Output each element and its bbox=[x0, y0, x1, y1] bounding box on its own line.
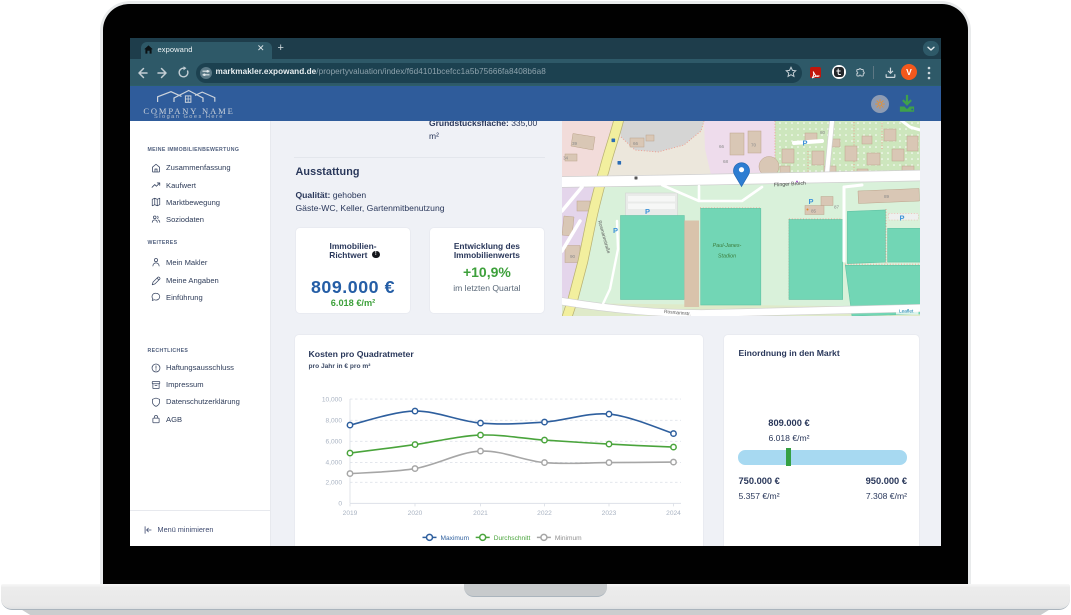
svg-text:Paul-Janes-: Paul-Janes- bbox=[713, 242, 742, 248]
svg-text:4,000: 4,000 bbox=[325, 460, 342, 467]
svg-text:Stadion: Stadion bbox=[718, 253, 736, 259]
svg-text:2024: 2024 bbox=[666, 510, 681, 517]
svg-text:39: 39 bbox=[572, 141, 578, 146]
svg-text:2022: 2022 bbox=[537, 510, 552, 517]
svg-text:66: 66 bbox=[719, 144, 725, 149]
svg-text:10,000: 10,000 bbox=[322, 397, 343, 404]
svg-text:85: 85 bbox=[811, 208, 817, 213]
svg-text:P: P bbox=[802, 138, 807, 147]
svg-text:87: 87 bbox=[834, 204, 840, 209]
svg-text:34: 34 bbox=[563, 155, 569, 160]
svg-text:P: P bbox=[645, 207, 650, 216]
svg-text:P: P bbox=[808, 197, 813, 206]
svg-text:2020: 2020 bbox=[408, 510, 423, 517]
svg-text:P: P bbox=[613, 225, 618, 234]
svg-text:Minimum: Minimum bbox=[555, 535, 582, 542]
svg-text:2023: 2023 bbox=[602, 510, 617, 517]
svg-text:Leaflet: Leaflet bbox=[899, 308, 914, 314]
svg-text:2021: 2021 bbox=[473, 510, 488, 517]
svg-text:8,000: 8,000 bbox=[325, 418, 342, 425]
svg-text:Flinger Broich: Flinger Broich bbox=[774, 180, 806, 188]
svg-text:90: 90 bbox=[570, 253, 576, 258]
svg-text:70: 70 bbox=[751, 142, 757, 147]
svg-text:66: 66 bbox=[633, 141, 639, 146]
svg-text:68: 68 bbox=[723, 159, 729, 164]
svg-text:P: P bbox=[899, 213, 904, 222]
svg-text:89: 89 bbox=[884, 194, 890, 199]
svg-text:6,000: 6,000 bbox=[325, 439, 342, 446]
svg-text:0: 0 bbox=[338, 501, 342, 508]
svg-text:Maximum: Maximum bbox=[441, 535, 470, 542]
svg-text:80: 80 bbox=[820, 130, 826, 135]
svg-text:2,000: 2,000 bbox=[325, 480, 342, 487]
svg-text:2019: 2019 bbox=[343, 510, 358, 517]
svg-text:Durchschnitt: Durchschnitt bbox=[494, 535, 531, 542]
svg-text:Rosmarinstr.: Rosmarinstr. bbox=[664, 309, 691, 316]
